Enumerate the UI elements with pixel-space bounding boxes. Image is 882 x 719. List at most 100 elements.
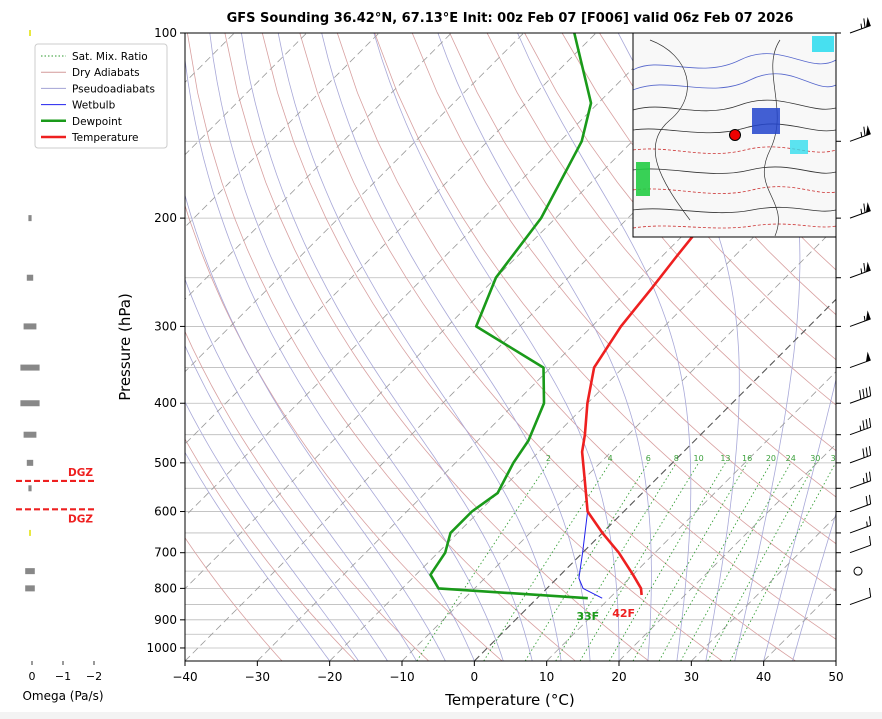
barb-flag — [868, 417, 872, 428]
mixing-ratio-label: 4 — [608, 454, 613, 463]
barb-pennant — [865, 125, 871, 136]
omega-bar — [29, 30, 31, 36]
wind-barb — [836, 310, 871, 327]
barb-flag — [865, 387, 868, 397]
barb-flag — [868, 446, 872, 456]
omega-bar — [25, 585, 35, 592]
omega-tick-label: −2 — [86, 670, 102, 683]
x-tick-label: 20 — [611, 670, 626, 684]
barb-pennant — [865, 351, 871, 362]
legend-label: Dewpoint — [72, 116, 122, 128]
legend-box — [34, 43, 168, 149]
dewpoint-profile — [429, 33, 593, 600]
barb-flag — [868, 386, 872, 396]
map-contour — [633, 207, 836, 214]
omega-bar — [26, 459, 34, 466]
isotherm-line — [329, 154, 836, 661]
legend-label: Dry Adiabats — [72, 67, 140, 79]
pseudo-adiabat — [241, 33, 533, 661]
barb-half-flag — [860, 268, 863, 274]
isotherm-line — [691, 515, 836, 661]
omega-bar — [28, 485, 32, 492]
omega-tick-label: 0 — [29, 670, 36, 683]
barb-flag — [865, 419, 868, 429]
y-tick-label: 800 — [154, 581, 177, 595]
barb-flag — [863, 18, 866, 28]
barb-flag — [868, 494, 872, 505]
x-tick-label: 0 — [471, 670, 479, 684]
barb-flag — [865, 496, 868, 506]
chart-title: GFS Sounding 36.42°N, 67.13°E Init: 00z … — [227, 11, 794, 26]
omega-bar — [23, 323, 37, 330]
barb-staff — [849, 544, 871, 554]
mixing-ratio-label: 36 — [831, 454, 841, 463]
omega-bar — [29, 529, 31, 536]
surface-temp-label: 33F — [576, 610, 599, 623]
y-tick-label: 1000 — [146, 641, 177, 655]
barb-flag — [862, 448, 865, 458]
pseudo-adiabat — [321, 33, 591, 661]
dry-adiabat — [336, 33, 836, 640]
pseudo-adiabat — [185, 56, 475, 661]
map-contour — [649, 39, 691, 221]
isotherm-line — [185, 33, 452, 300]
barb-half-flag — [863, 315, 866, 322]
barb-flag — [862, 388, 865, 399]
barb-half-flag — [866, 521, 868, 527]
y-tick-label: 100 — [154, 26, 177, 40]
mixing-ratio-label: 13 — [720, 454, 730, 463]
barb-staff — [849, 395, 871, 404]
barb-flag — [868, 516, 872, 526]
pseudo-adiabat — [185, 451, 331, 661]
wind-barb — [836, 125, 871, 142]
mixing-ratio-line — [658, 462, 772, 661]
barb-staff — [849, 359, 871, 369]
legend-label: Pseudoadiabats — [72, 83, 155, 95]
pseudo-adiabat — [437, 33, 652, 661]
wind-barb — [836, 17, 871, 34]
y-tick-label: 400 — [154, 396, 177, 410]
barb-staff — [849, 426, 871, 436]
dry-adiabat — [374, 33, 836, 592]
isotherm-line — [185, 33, 524, 373]
wind-barb — [836, 386, 872, 404]
pseudo-adiabat — [763, 377, 836, 661]
isotherm-line — [401, 226, 836, 661]
y-axis-label: Pressure (hPa) — [116, 293, 134, 401]
barb-flag — [859, 390, 862, 400]
dry-adiabat — [224, 33, 650, 661]
y-tick-label: 900 — [154, 613, 177, 627]
y-tick-label: 300 — [154, 319, 177, 333]
y-tick-label: 700 — [154, 546, 177, 560]
legend: Sat. Mix. Ratio Dry Adiabats Pseudoadiabat… — [34, 43, 168, 149]
omega-bar — [28, 215, 32, 222]
dry-adiabat — [185, 537, 283, 661]
dry-adiabat — [561, 33, 836, 361]
map-contour — [633, 99, 836, 112]
dry-adiabat — [524, 33, 836, 406]
barb-flag — [868, 535, 872, 546]
barb-flag — [863, 126, 866, 136]
x-tick-label: −10 — [389, 670, 414, 684]
wind-barb — [836, 351, 871, 369]
barb-staff — [849, 503, 871, 513]
x-axis-label: Temperature (°C) — [444, 691, 574, 709]
omega-panel: DGZ DGZ 0 −1 −2 Omega (Pa/s) — [16, 30, 104, 703]
y-tick-label: 600 — [154, 505, 177, 519]
isotherm-line — [618, 443, 836, 661]
pseudo-adiabat — [373, 33, 620, 661]
x-tick-label: −30 — [245, 670, 270, 684]
legend-label: Sat. Mix. Ratio — [72, 51, 148, 63]
mixing-ratio-label: 10 — [693, 454, 703, 463]
map-contour — [633, 146, 836, 154]
inset-map — [632, 32, 837, 238]
omega-bar — [25, 568, 35, 575]
mixing-ratio-line — [579, 462, 699, 661]
mixing-ratio-line — [729, 462, 836, 661]
dry-adiabat — [261, 33, 723, 661]
wind-barb — [836, 566, 863, 576]
map-contour — [764, 39, 781, 237]
x-tick-label: 50 — [828, 670, 843, 684]
omega-bar — [20, 400, 40, 407]
